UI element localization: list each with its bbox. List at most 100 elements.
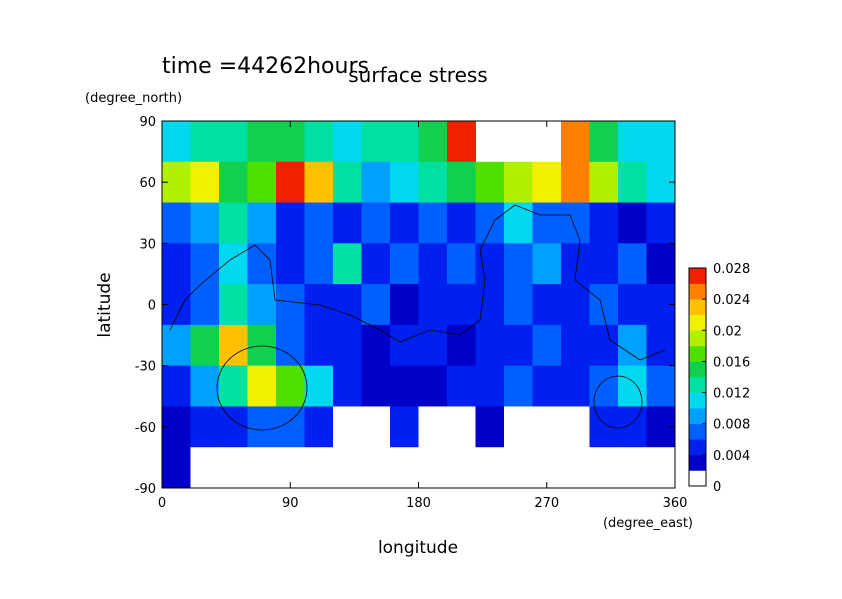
cell <box>390 121 419 163</box>
cell <box>190 121 220 163</box>
cell <box>418 202 448 244</box>
cell <box>618 161 647 204</box>
field <box>162 121 676 489</box>
cell <box>390 447 419 489</box>
cell <box>304 243 334 285</box>
x-tick-label: 270 <box>534 496 559 511</box>
cell <box>418 161 448 204</box>
cell <box>589 243 619 285</box>
cell <box>561 406 590 448</box>
cell <box>589 202 619 244</box>
cell <box>390 202 419 244</box>
colorbar-band <box>689 377 706 393</box>
cell <box>447 324 476 367</box>
colorbar-tick-label: 0 <box>713 480 721 495</box>
cell <box>276 202 305 244</box>
colorbar-band <box>689 392 706 409</box>
cell <box>589 161 619 204</box>
cell <box>219 365 248 407</box>
cell <box>447 243 476 285</box>
x-tick-label: 90 <box>282 496 299 511</box>
chart-subtitle: surface stress <box>348 63 487 87</box>
cell <box>504 447 533 489</box>
cell <box>475 161 505 204</box>
cell <box>532 447 562 489</box>
cell <box>390 284 419 326</box>
colorbar-band <box>689 439 706 456</box>
cell <box>589 284 619 326</box>
coastline <box>169 204 666 361</box>
y-axis-label: latitude <box>95 272 115 337</box>
cell <box>418 243 448 285</box>
cell <box>304 161 334 204</box>
cell <box>504 243 533 285</box>
coastline <box>216 345 308 431</box>
cell <box>304 447 334 489</box>
cell <box>447 161 476 204</box>
cell <box>190 447 220 489</box>
cell <box>276 324 305 367</box>
cell <box>589 324 619 367</box>
x-tick-label: 0 <box>158 496 166 511</box>
y-tick-label: 30 <box>139 237 156 252</box>
colorbar-band <box>689 268 706 284</box>
cell <box>333 121 362 163</box>
cell <box>247 365 277 407</box>
colorbar-band <box>689 408 706 425</box>
cell <box>475 447 505 489</box>
cell <box>276 121 305 163</box>
cell <box>447 284 476 326</box>
cell <box>646 365 676 407</box>
cell <box>276 365 305 407</box>
cell <box>532 284 562 326</box>
colorbar-band <box>689 283 706 300</box>
cell <box>475 202 505 244</box>
cell <box>475 406 505 448</box>
cell <box>618 406 647 448</box>
cell <box>418 284 448 326</box>
cell <box>361 284 391 326</box>
cell <box>618 324 647 367</box>
cell <box>333 447 362 489</box>
cell <box>162 243 191 285</box>
colorbar-tick-label: 0.028 <box>713 262 750 277</box>
cell <box>418 324 448 367</box>
cell <box>361 121 391 163</box>
cell <box>333 243 362 285</box>
cell <box>390 324 419 367</box>
colorbar-band <box>689 423 706 440</box>
cell <box>333 365 362 407</box>
cell <box>504 324 533 367</box>
cell <box>561 202 590 244</box>
cell <box>361 202 391 244</box>
cell <box>589 406 619 448</box>
y-tick-label: -30 <box>135 360 156 375</box>
cell <box>646 324 676 367</box>
x-axis-label: longitude <box>378 538 458 558</box>
cell <box>589 121 619 163</box>
cell <box>418 447 448 489</box>
cell <box>646 243 676 285</box>
colorbar-tick-label: 0.016 <box>713 355 750 370</box>
cell <box>276 243 305 285</box>
cell <box>304 324 334 367</box>
cell <box>276 447 305 489</box>
cell <box>190 365 220 407</box>
colorbar-band <box>689 314 706 331</box>
cell <box>504 161 533 204</box>
cell <box>162 121 191 163</box>
cell <box>333 202 362 244</box>
cell <box>618 243 647 285</box>
colorbar-band <box>689 330 706 347</box>
cell <box>361 447 391 489</box>
cell <box>276 284 305 326</box>
colorbar-tick-label: 0.008 <box>713 418 750 433</box>
cell <box>447 365 476 407</box>
colorbar: 0 0.004 0.008 0.012 0.016 0.02 0.024 0.028 <box>688 262 750 495</box>
cell <box>247 161 277 204</box>
cell <box>561 324 590 367</box>
cell <box>561 121 590 163</box>
cell <box>618 365 647 407</box>
cell <box>219 121 248 163</box>
colorbar-frame <box>688 267 707 487</box>
